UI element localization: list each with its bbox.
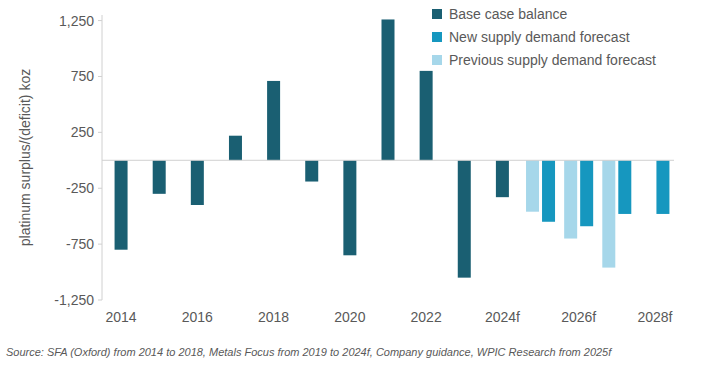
bar — [656, 160, 669, 214]
y-tick-label: 750 — [71, 68, 95, 84]
legend-label: Base case balance — [449, 6, 568, 22]
bars — [115, 19, 670, 277]
x-tick-label: 2018 — [258, 309, 289, 325]
bar — [305, 160, 318, 181]
bar — [153, 160, 166, 194]
source: Source: SFA (Oxford) from 2014 to 2018, … — [6, 346, 612, 358]
y-tick-label: -1,250 — [54, 292, 94, 308]
x-tick-label: 2026f — [561, 309, 596, 325]
y-tick — [98, 188, 102, 189]
x-tick-label: 2014 — [105, 309, 136, 325]
bar — [382, 19, 395, 160]
y-tick-label: -750 — [66, 236, 94, 252]
chart: -1,250 -750 -250 250 750 1,250 platinum surplu… — [0, 0, 710, 366]
bar — [542, 160, 555, 221]
legend-label: New supply demand forecast — [449, 29, 630, 45]
y-axis-line — [102, 15, 103, 300]
bar — [602, 160, 615, 267]
y-tick — [98, 20, 102, 21]
x-tick-label: 2024f — [485, 309, 520, 325]
y-axis-title: platinum surplus/(deficit) koz — [17, 69, 33, 246]
legend-swatch — [432, 55, 442, 65]
y-tick — [98, 76, 102, 77]
bar — [267, 81, 280, 160]
bar — [618, 160, 631, 214]
bar — [115, 160, 128, 249]
bar — [564, 160, 577, 238]
bar — [526, 160, 539, 211]
bar — [458, 160, 471, 277]
legend-swatch — [432, 32, 442, 42]
bar — [496, 160, 509, 197]
y-tick — [98, 132, 102, 133]
legend-swatch — [432, 9, 442, 19]
x-tick-label: 2016 — [182, 309, 213, 325]
bar — [420, 71, 433, 160]
bar — [229, 136, 242, 161]
zero-line — [102, 160, 674, 161]
bar — [343, 160, 356, 255]
x-tick-label: 2022 — [411, 309, 442, 325]
y-tick — [98, 300, 102, 301]
y-tick-label: 250 — [71, 124, 95, 140]
bar — [191, 160, 204, 205]
y-tick-label: 1,250 — [59, 13, 94, 29]
y-tick — [98, 244, 102, 245]
legend: Base case balance New supply demand forec… — [432, 6, 656, 68]
bar — [580, 160, 593, 226]
legend-label: Previous supply demand forecast — [449, 52, 656, 68]
y-tick-label: -250 — [66, 180, 94, 196]
x-tick-label: 2020 — [334, 309, 365, 325]
x-tick-label: 2028f — [637, 309, 672, 325]
